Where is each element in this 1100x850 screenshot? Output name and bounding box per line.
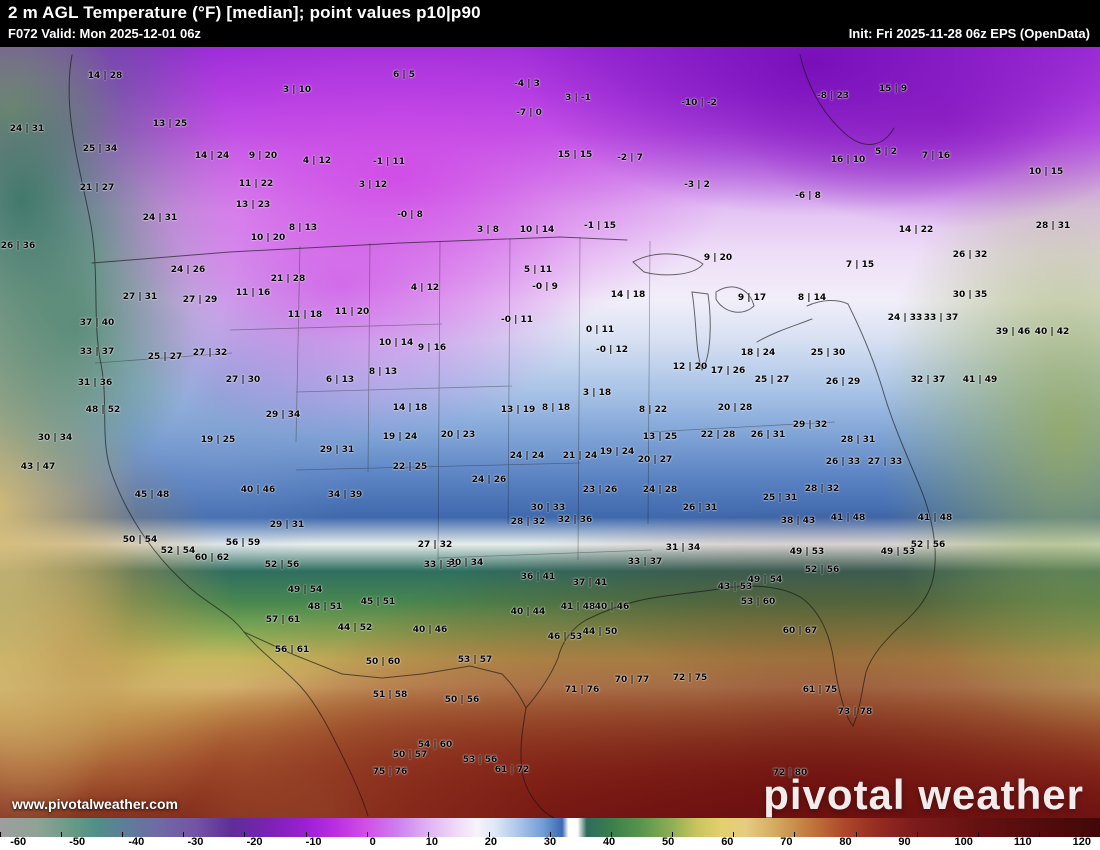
colorbar-tick-mark — [61, 832, 63, 837]
colorbar-tick-mark — [488, 832, 490, 837]
colorbar-tick-label: -50 — [69, 836, 86, 848]
colorbar-tick-mark — [1038, 832, 1040, 837]
colorbar-tick-label: 40 — [602, 836, 616, 848]
colorbar-tick-label: -20 — [246, 836, 263, 848]
temperature-field — [0, 47, 1100, 818]
colorbar-tick-label: 10 — [425, 836, 438, 848]
colorbar-ticks: -60 -50 -40 -30 -20 -10 0 10 20 30 40 50 60 70 80 90 100… — [0, 836, 1100, 850]
colorbar-tick-label: -30 — [187, 836, 204, 848]
colorbar-tick-label: 20 — [484, 836, 498, 848]
colorbar-gradient — [0, 818, 1100, 837]
colorbar-tick-mark — [366, 832, 368, 837]
colorbar-tick-mark — [427, 832, 429, 837]
colorbar-tick-mark — [305, 832, 307, 837]
colorbar-tick-mark — [244, 832, 246, 837]
colorbar-tick-mark — [550, 832, 551, 837]
colorbar-tick-mark — [733, 832, 735, 837]
colorbar-tick-mark — [672, 832, 674, 837]
colorbar-tick-label: 80 — [839, 836, 852, 848]
header-bar: 2 m AGL Temperature (°F) [median]; point… — [0, 0, 1100, 47]
colorbar-tick-label: 70 — [780, 836, 793, 848]
colorbar-tick-label: 30 — [543, 836, 557, 848]
colorbar-tick-mark — [794, 832, 796, 837]
colorbar-tick-mark — [0, 832, 1, 837]
colorbar-tick-label: -10 — [305, 836, 322, 848]
map-canvas[interactable] — [0, 47, 1100, 818]
colorbar-tick-mark — [183, 832, 185, 837]
colorbar-tick-label: 90 — [898, 836, 911, 848]
colorbar-tick-mark — [977, 832, 979, 837]
init-time-label: Init: Fri 2025-11-28 06z EPS (OpenData) — [848, 26, 1090, 41]
valid-time-label: F072 Valid: Mon 2025-12-01 06z — [8, 26, 201, 41]
colorbar-tick-label: -60 — [10, 836, 27, 848]
colorbar-tick-mark — [916, 832, 918, 837]
colorbar-tick-mark — [611, 832, 613, 837]
map-title: 2 m AGL Temperature (°F) [median]; point… — [8, 3, 481, 22]
colorbar-tick-label: 120 — [1072, 836, 1092, 848]
colorbar-tick-mark — [855, 832, 857, 837]
pivotal-weather-watermark: pivotal weather — [763, 771, 1084, 818]
colorbar-tick-label: 0 — [369, 836, 376, 848]
website-watermark: www.pivotalweather.com — [12, 796, 178, 812]
colorbar-tick-label: 50 — [662, 836, 675, 848]
colorbar-tick-label: 100 — [954, 836, 973, 848]
temperature-colorbar: -60 -50 -40 -30 -20 -10 0 10 20 30 40 50 60 70 80 90 100… — [0, 818, 1100, 850]
colorbar-tick-label: -40 — [128, 836, 145, 848]
colorbar-tick-label: 110 — [1013, 836, 1032, 848]
colorbar-tick-mark — [122, 832, 124, 837]
colorbar-tick-label: 60 — [721, 836, 734, 848]
